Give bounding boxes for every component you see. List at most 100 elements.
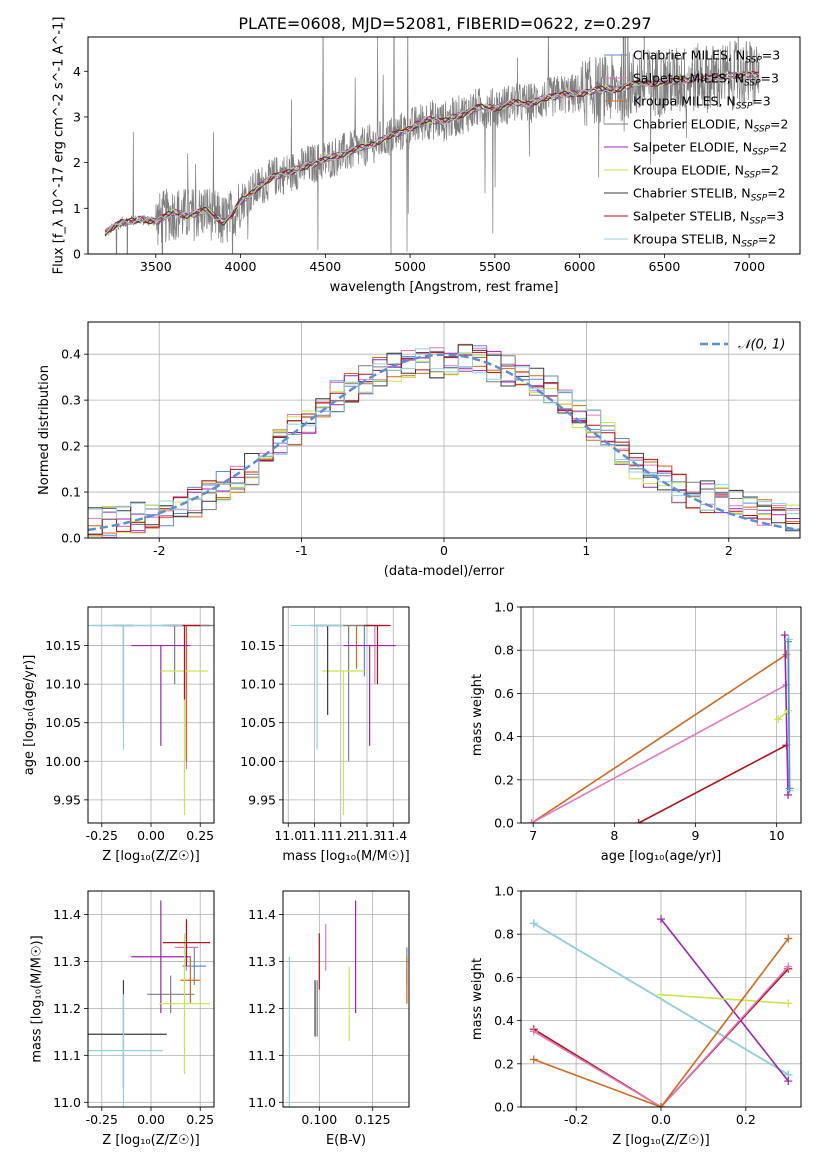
y-tick-label: 4 (73, 64, 81, 79)
chart-weight-vs-Z: -0.2 0.0 0.2 0.0 0.2 0.4 0.6 0.8 1.0 Z [log₁₀(Z/Z… (470, 884, 802, 1148)
legend-label-sub: SSP (745, 56, 762, 66)
x-tick-label: 0.00 (137, 828, 165, 843)
x-tick-label: 9 (692, 828, 700, 843)
x-tick-label: 0.0 (651, 1112, 671, 1127)
legend-label: Salpeter STELIB, NSSP=3 (633, 209, 784, 227)
y-axis-label: age [log₁₀(age/yr)] (22, 655, 37, 776)
legend-label: Kroupa ELODIE, NSSP=2 (633, 163, 779, 181)
y-tick-label: 0.8 (494, 643, 514, 658)
x-tick-label: 0.25 (186, 1112, 214, 1127)
error-bars (88, 624, 214, 816)
x-tick-label: 4500 (309, 259, 341, 274)
legend-label: Kroupa MILES, NSSP=3 (633, 94, 771, 112)
y-axis-label: mass [log₁₀(M/M☉)] (29, 935, 44, 1062)
x-tick-label: 1 (582, 543, 590, 558)
y-tick-label: 0.4 (61, 347, 81, 362)
error-bars (288, 900, 408, 1107)
y-tick-label: 3 (73, 109, 81, 124)
chart-spectrum: 3500 4000 4500 5000 5500 6000 6500 7000 0 1 2 3 4 wav… (52, 17, 801, 295)
series-line (638, 744, 787, 823)
series-line (533, 968, 789, 1107)
axes-frame (87, 606, 215, 824)
series-line (531, 684, 787, 823)
y-tick-label: 1.0 (494, 600, 514, 615)
axes-frame (87, 890, 215, 1108)
legend-label-sub: SSP (736, 102, 753, 112)
y-axis-label: Normed distribution (37, 365, 52, 495)
x-tick-label: 5000 (394, 259, 426, 274)
x-axis-label: age [log₁₀(age/yr)] (601, 849, 722, 864)
legend-label-suffix: =3 (752, 94, 770, 109)
legend-label: Chabrier STELIB, NSSP=2 (633, 186, 786, 204)
y-tick-label: 0.0 (494, 816, 514, 831)
legend-label-text: Chabrier STELIB, N (633, 186, 751, 201)
chart-age-vs-mass: 11.011.111.211.311.4 9.95 10.00 10.05 10.10 1… (240, 606, 410, 864)
y-tick-label: 11.2 (53, 1001, 81, 1016)
y-tick-label: 0.3 (61, 393, 81, 408)
x-tick-label: 0.25 (186, 828, 214, 843)
x-tick-label: -0.2 (564, 1112, 588, 1127)
legend-label-text: Kroupa ELODIE, N (633, 163, 744, 178)
x-axis-label: mass [log₁₀(M/M☉)] (282, 849, 409, 864)
y-tick-label: 10.05 (240, 715, 276, 730)
x-tick-label: 3500 (140, 259, 172, 274)
axes-frame (87, 36, 801, 255)
series-line (660, 918, 789, 1082)
x-tick-label: 0.125 (355, 1112, 391, 1127)
x-tick-label: 10 (769, 828, 785, 843)
y-tick-label: 11.1 (248, 1048, 276, 1063)
legend-label-sub: SSP (752, 148, 769, 158)
data-spectrum-line (104, 37, 760, 254)
y-tick-label: 2 (73, 155, 81, 170)
chart-age-vs-Z: -0.25 0.00 0.25 9.95 10.00 10.05 10.10 10.15 Z [… (22, 606, 215, 864)
y-tick-label: 10.00 (240, 754, 276, 769)
x-tick-label: 11.3 (353, 828, 381, 843)
legend-label-suffix: =2 (769, 140, 787, 155)
legend-label: Salpeter ELODIE, NSSP=2 (633, 140, 787, 158)
y-tick-label: 11.2 (248, 1001, 276, 1016)
legend-label-sub: SSP (751, 194, 768, 204)
y-tick-label: 10.10 (240, 677, 276, 692)
legend-label: Kroupa STELIB, NSSP=2 (633, 232, 776, 250)
figure-title: PLATE=0608, MJD=52081, FIBERID=0622, z=0… (238, 14, 651, 33)
legend-label-suffix: =3 (766, 209, 784, 224)
chart-mass-vs-ebv: 0.100 0.125 11.0 11.1 11.2 11.3 11.4 E(B-V) (248, 890, 410, 1148)
legend-label-text: Kroupa STELIB, N (633, 232, 741, 247)
y-tick-label: 9.95 (248, 792, 276, 807)
axes-frame (87, 321, 801, 539)
weight-lines (527, 631, 794, 823)
spectrum-data (104, 37, 760, 254)
x-axis-label: E(B-V) (326, 1133, 366, 1148)
legend-label-text: Kroupa MILES, N (633, 94, 736, 109)
legend-label-text: Chabrier MILES, N (633, 48, 745, 63)
weight-lines (529, 915, 793, 1107)
y-tick-label: 0.2 (494, 1056, 514, 1071)
legend-label-sub: SSP (744, 79, 761, 89)
legend-label: Salpeter MILES, NSSP=3 (633, 71, 779, 89)
series-line (777, 710, 789, 720)
y-tick-label: 0.4 (494, 729, 514, 744)
panels-group: 3500 4000 4500 5000 5500 6000 6500 7000 0 1 2 3 4 wav… (22, 17, 802, 1148)
y-tick-label: 0.4 (494, 1013, 514, 1028)
x-tick-label: -0.25 (86, 1112, 118, 1127)
series-line (533, 966, 789, 1107)
y-axis-label: mass weight (470, 958, 485, 1040)
y-tick-label: 1.0 (494, 884, 514, 899)
y-tick-label: 11.0 (53, 1095, 81, 1110)
y-tick-label: 0.6 (494, 970, 514, 985)
x-tick-label: 7000 (733, 259, 765, 274)
legend-label-suffix: =2 (770, 117, 788, 132)
y-tick-label: 10.00 (45, 754, 81, 769)
y-tick-label: 10.15 (45, 638, 81, 653)
axes-frame (520, 606, 802, 824)
x-axis-label: Z [log₁₀(Z/Z☉)] (612, 1133, 709, 1148)
y-tick-label: 0.0 (61, 531, 81, 546)
legend-label-sub: SSP (741, 240, 758, 250)
model-line (104, 70, 759, 235)
gaussian-curve (88, 353, 800, 532)
y-tick-label: 0.2 (61, 439, 81, 454)
series-line (787, 641, 791, 789)
legend-label-sub: SSP (753, 125, 770, 135)
legend-label-text: Chabrier ELODIE, N (633, 117, 753, 132)
